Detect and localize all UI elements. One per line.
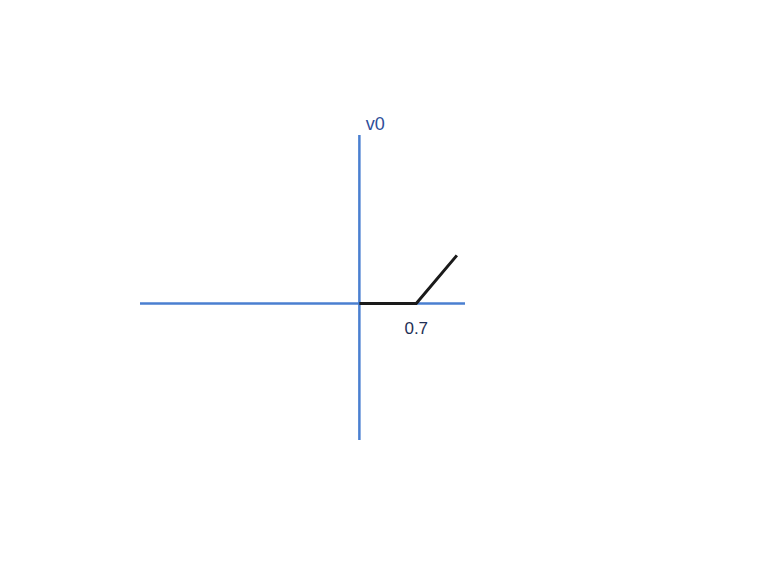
svg-text:0.7: 0.7	[404, 319, 428, 338]
svg-text:v0: v0	[366, 114, 385, 134]
